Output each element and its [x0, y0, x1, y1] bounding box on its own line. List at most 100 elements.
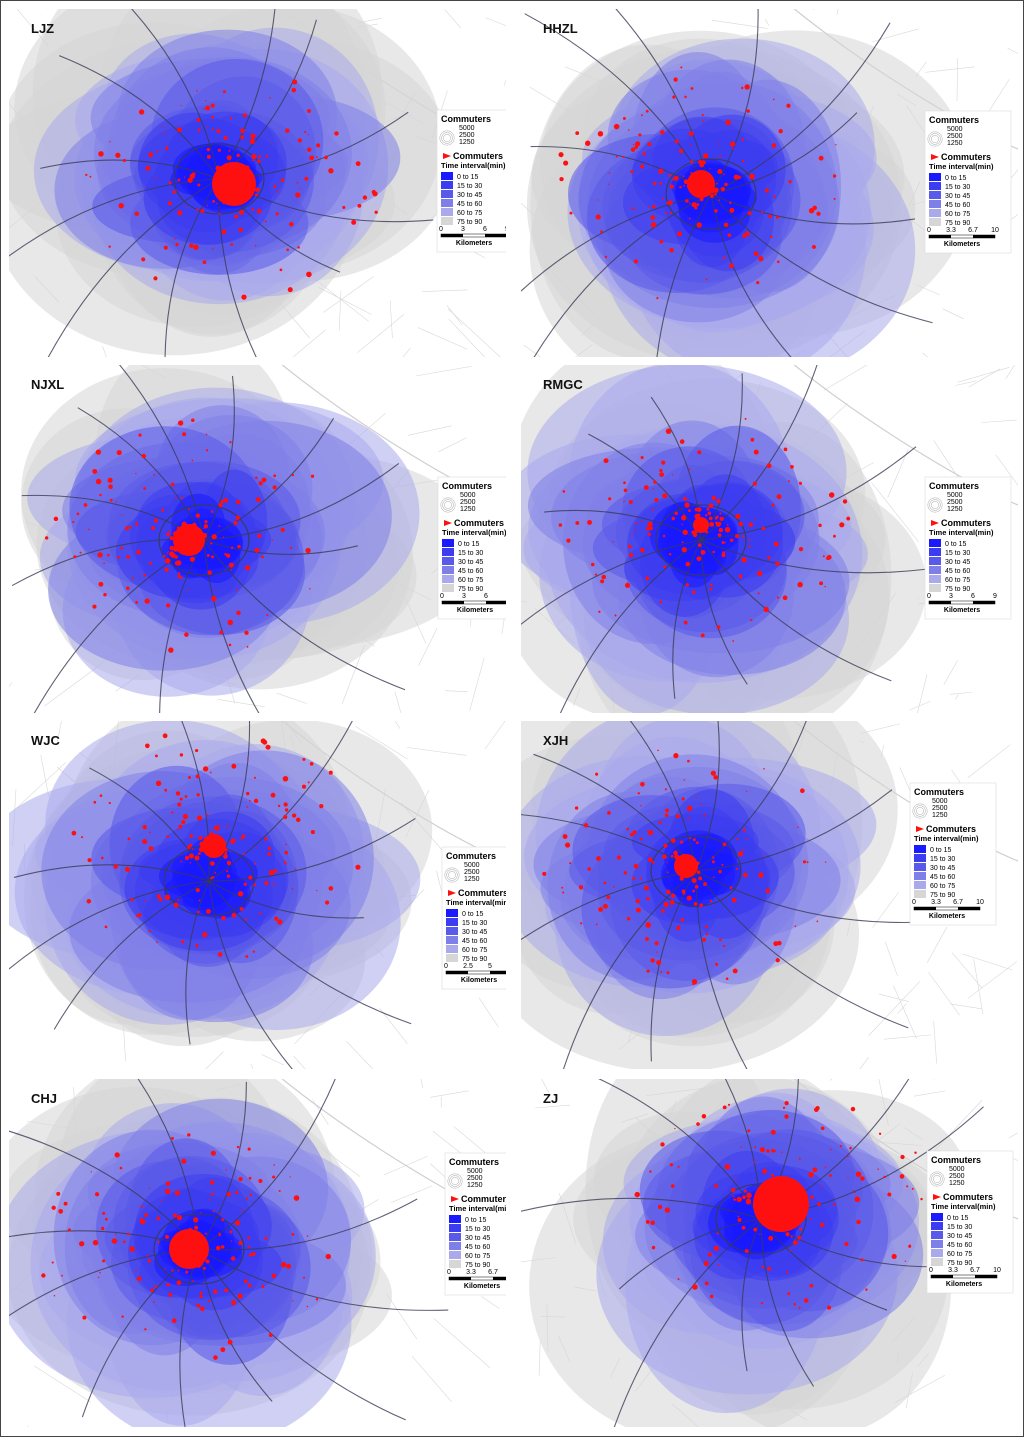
interval-label: 45 to 60	[458, 568, 483, 575]
commuter-dot	[733, 1198, 737, 1201]
interval-label: 15 to 30	[945, 184, 970, 191]
commuter-dot	[665, 889, 671, 895]
commuter-dot	[833, 197, 836, 200]
commuter-dot	[177, 574, 181, 578]
commuter-dot	[691, 978, 698, 985]
commuter-dot	[683, 620, 688, 625]
commuter-dot	[212, 199, 216, 203]
commuter-dot	[652, 181, 657, 186]
commuter-dot	[310, 830, 315, 835]
commuter-dot	[83, 503, 88, 507]
commuter-dot	[722, 842, 727, 847]
commuter-dot	[542, 871, 547, 876]
interval-label: 15 to 30	[930, 856, 955, 863]
commuter-dot	[640, 114, 643, 117]
commuter-dot	[717, 168, 723, 175]
interval-swatch	[442, 584, 454, 592]
commuter-dot	[764, 188, 770, 193]
commuter-dot	[170, 482, 175, 487]
commuter-dot	[254, 188, 259, 192]
commuter-dot	[258, 155, 262, 159]
metro-line	[47, 178, 220, 357]
size-label: 5000	[949, 1166, 965, 1173]
commuter-dot	[724, 1164, 731, 1170]
commuter-dot	[782, 1106, 786, 1110]
street	[950, 691, 972, 695]
commuter-dot	[241, 294, 247, 300]
metro-line	[695, 721, 807, 872]
commuter-dot	[672, 178, 675, 181]
metro-line	[208, 880, 364, 919]
street	[541, 1079, 550, 1093]
commuter-dot	[703, 882, 707, 887]
commuter-dot	[185, 206, 187, 209]
commuter-dot	[193, 1217, 199, 1223]
commuter-dot	[88, 528, 90, 531]
commuter-dot	[272, 485, 277, 490]
commuter-dot	[696, 222, 702, 228]
size-label: 5000	[947, 492, 963, 499]
interval-label: 60 to 75	[945, 577, 970, 584]
commuter-dot	[657, 1204, 663, 1210]
commuter-dot	[238, 1240, 243, 1246]
commuter-dot	[146, 1254, 149, 1257]
commuter-dot	[594, 573, 598, 576]
commuter-dot	[205, 433, 208, 436]
scale-bar-outline	[913, 906, 981, 911]
commuter-dot	[623, 500, 625, 502]
commuter-dot	[144, 598, 150, 604]
commuter-dot	[286, 1263, 292, 1269]
metro-ring	[715, 1183, 807, 1255]
commuter-dot	[181, 820, 186, 825]
commuter-dot	[108, 484, 113, 489]
commuter-dot	[695, 796, 698, 798]
commuter-dot	[693, 901, 698, 906]
commuter-dot	[679, 185, 682, 189]
commuter-dot	[748, 538, 751, 541]
commuter-dot	[228, 643, 232, 647]
commuter-dot	[129, 1246, 135, 1252]
scale-unit: Kilometers	[456, 240, 492, 247]
scale-bar-outline	[448, 1276, 506, 1281]
commuter-dot	[664, 813, 669, 818]
scale-label: 3	[461, 226, 465, 233]
commuter-dot	[79, 1241, 85, 1247]
commuter-dot	[334, 131, 339, 136]
commuter-dot	[151, 526, 155, 531]
commuter-dot	[246, 806, 249, 808]
commuter-dot	[717, 1263, 720, 1266]
flow-label: Commuters	[454, 518, 504, 528]
scale-label: 0	[927, 593, 931, 600]
commuter-dot	[583, 823, 589, 828]
commuter-dot	[721, 541, 725, 545]
scale-bar	[441, 234, 463, 237]
interval-swatch	[914, 863, 926, 871]
commuter-dot	[220, 1347, 226, 1353]
metro-line	[618, 1218, 762, 1290]
size-symbol	[444, 501, 452, 509]
commuter-dot	[745, 1199, 752, 1205]
commuter-dot	[210, 1150, 216, 1156]
size-symbol	[929, 1171, 945, 1187]
interval-swatch	[931, 1249, 943, 1257]
commuter-dot	[141, 453, 146, 459]
commuter-dot	[711, 860, 715, 864]
metro-line	[695, 870, 909, 1029]
commuter-dot	[194, 855, 200, 861]
commuter-dot	[766, 463, 772, 469]
metro-line	[710, 193, 792, 357]
interval-label: 0 to 15	[930, 847, 952, 854]
commuter-dot	[639, 837, 643, 841]
legend-title: Commuters	[442, 481, 492, 491]
commuter-dot	[563, 160, 569, 166]
commuter-dot	[690, 87, 694, 90]
commuter-dot	[747, 1129, 751, 1133]
commuter-dot	[205, 1259, 210, 1264]
commuter-dot	[614, 614, 617, 617]
size-symbol	[440, 497, 456, 513]
commuter-dot	[94, 1192, 100, 1197]
panel-label: ZJ	[543, 1091, 558, 1106]
commuter-dot	[630, 147, 636, 152]
commuter-dot	[82, 1315, 87, 1320]
commuter-dot	[242, 113, 247, 118]
